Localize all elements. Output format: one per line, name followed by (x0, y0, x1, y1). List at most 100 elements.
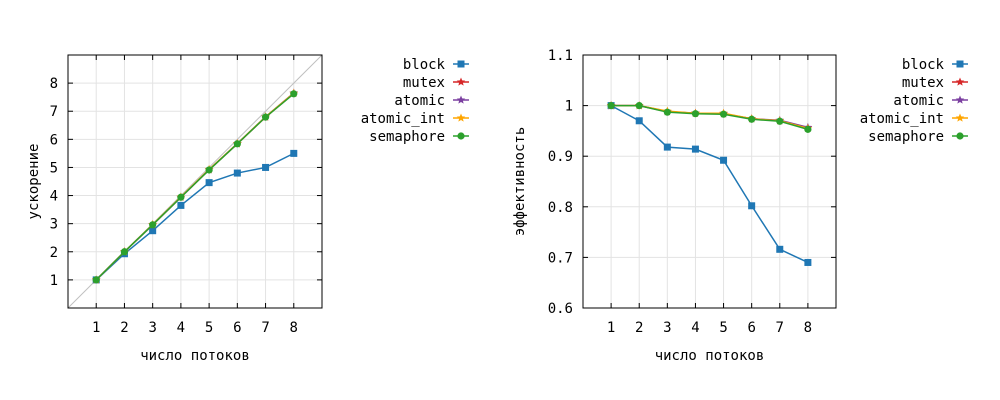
series-line-semaphore (95, 93, 295, 281)
data-point-semaphore (120, 248, 129, 256)
y-tick-label: 5 (50, 160, 58, 176)
legend-label: block (403, 57, 446, 73)
data-point-block (262, 163, 270, 171)
legend-swatch-marker (457, 132, 465, 140)
series-semaphore (92, 90, 298, 284)
y-tick-label: 7 (50, 104, 58, 120)
legend-swatch-marker (955, 77, 965, 86)
y-tick-label: 0.9 (548, 149, 573, 165)
y-tick-label: 3 (50, 217, 58, 233)
x-tick-label: 8 (804, 320, 812, 336)
legend-swatch-marker (955, 113, 965, 122)
x-tick-label: 3 (663, 320, 671, 336)
series-block (607, 102, 812, 266)
data-point-block (720, 156, 728, 164)
legend-label: atomic (893, 93, 944, 109)
series-line-semaphore (611, 104, 809, 131)
x-tick-label: 7 (261, 320, 269, 336)
y-tick-label: 0.7 (548, 250, 573, 266)
data-point-semaphore (776, 117, 784, 125)
x-tick-label: 3 (148, 320, 156, 336)
legend-label: semaphore (369, 129, 445, 145)
legend-swatch-marker (956, 60, 964, 68)
data-point-block (691, 145, 699, 153)
data-point-semaphore (177, 193, 185, 201)
legend-label: mutex (403, 75, 445, 91)
y-tick-label: 8 (50, 76, 58, 92)
x-tick-label: 4 (691, 320, 699, 336)
x-tick-label: 5 (719, 320, 727, 336)
data-point-semaphore (719, 110, 728, 118)
y-tick-label: 1 (50, 273, 58, 289)
y-tick-label: 1 (565, 99, 573, 115)
y-tick-label: 0.8 (548, 200, 573, 216)
data-point-semaphore (635, 102, 643, 110)
data-point-semaphore (748, 115, 756, 123)
data-point-block (149, 227, 157, 235)
legend-swatch-marker (456, 95, 466, 104)
data-point-semaphore (149, 221, 157, 229)
x-tick-label: 1 (92, 320, 100, 336)
legend-label: atomic (394, 93, 445, 109)
data-point-block (663, 143, 671, 151)
plot-frame (582, 54, 837, 309)
y-tick-label: 1.1 (548, 48, 573, 64)
data-point-semaphore (205, 166, 213, 174)
data-point-semaphore (290, 90, 298, 98)
x-tick-label: 6 (233, 320, 241, 336)
y-tick-label: 2 (50, 245, 58, 261)
y-axis-title: ускорение (26, 144, 42, 220)
data-point-semaphore (804, 125, 812, 133)
series-block (92, 149, 298, 284)
chart-1: 1 2 3 4 5 6 7 8 1 2 3 4 5 6 7 8 число потоков ускорение bl… (26, 54, 469, 364)
data-point-block (748, 202, 756, 210)
data-point-semaphore (261, 113, 270, 121)
y-axis-title: эффективность (512, 127, 528, 237)
data-point-block (177, 201, 185, 209)
data-point-semaphore (607, 102, 615, 110)
x-tick-label: 4 (177, 320, 185, 336)
x-axis-title: число потоков (140, 348, 250, 364)
y-tick-label: 4 (50, 189, 58, 205)
series-semaphore (607, 102, 812, 133)
series-line-block (95, 152, 295, 281)
data-point-semaphore (92, 276, 100, 284)
data-point-semaphore (663, 108, 671, 116)
y-tick-label: 0.6 (548, 301, 573, 317)
data-point-block (635, 117, 643, 125)
legend-label: atomic_int (860, 111, 944, 127)
series-line-atomic_int (611, 104, 809, 130)
chart-2: 1 2 3 4 5 6 7 8 0.6 0.7 0.8 0.9 1 1.1 число потоков эфф… (512, 48, 968, 364)
series-line-block (610, 104, 809, 264)
legend-swatch-marker (456, 113, 466, 122)
x-tick-label: 6 (747, 320, 755, 336)
grid (583, 54, 836, 309)
legend: block mutex atomic atomic_int semaphore (361, 57, 469, 145)
legend-swatch-marker (956, 132, 964, 140)
legend-label: semaphore (868, 129, 944, 145)
x-tick-label: 5 (205, 320, 213, 336)
x-tick-label: 1 (607, 320, 615, 336)
legend: block mutex atomic atomic_int semaphore (860, 57, 968, 145)
x-tick-label: 8 (290, 320, 298, 336)
plot-frame (67, 54, 323, 309)
legend-swatch-marker (457, 60, 465, 68)
data-point-block (205, 179, 213, 187)
x-tick-label: 2 (635, 320, 643, 336)
legend-swatch-marker (456, 77, 466, 86)
data-point-semaphore (691, 110, 700, 118)
legend-label: mutex (902, 75, 944, 91)
data-point-semaphore (233, 140, 241, 148)
x-tick-label: 7 (776, 320, 784, 336)
x-axis-title: число потоков (655, 348, 765, 364)
y-tick-label: 6 (50, 132, 58, 148)
legend-swatch-marker (955, 95, 965, 104)
x-tick-label: 2 (120, 320, 128, 336)
legend-label: block (902, 57, 945, 73)
data-point-block (233, 169, 241, 177)
data-point-block (290, 149, 298, 157)
data-point-block (776, 245, 784, 253)
legend-label: atomic_int (361, 111, 445, 127)
data-point-block (804, 258, 812, 266)
